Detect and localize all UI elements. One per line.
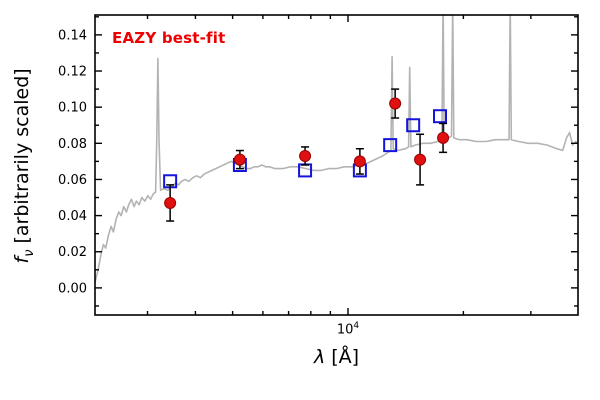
xtick-base: 10 xyxy=(336,322,354,338)
model-photometry-point xyxy=(383,138,398,153)
observed-photometry-point xyxy=(437,131,450,144)
x-axis-label: λ [Å] xyxy=(95,346,578,368)
y-axis-label: fν [arbitrarily scaled] xyxy=(11,0,37,336)
observed-photometry-point xyxy=(353,155,366,168)
fit-annotation: EAZY best-fit xyxy=(112,29,226,47)
y-tick-label: 0.06 xyxy=(58,173,87,188)
model-photometry-point xyxy=(433,109,447,124)
axis-ticks xyxy=(95,15,578,315)
model-photometry-point xyxy=(406,118,421,133)
model-photometry-point xyxy=(298,163,313,178)
y-tick-label: 0.08 xyxy=(58,137,87,152)
observed-photometry-point xyxy=(414,153,427,166)
y-tick-label: 0.00 xyxy=(58,281,87,296)
y-tick-label: 0.10 xyxy=(58,101,87,116)
y-tick-label: 0.12 xyxy=(58,65,87,80)
ylabel-f: f xyxy=(11,256,34,264)
ylabel-text: [arbitrarily scaled] xyxy=(11,68,34,250)
x-tick-label: 104 xyxy=(337,321,359,337)
xtick-exponent: 4 xyxy=(353,321,360,331)
observed-photometry-point xyxy=(299,149,312,162)
observed-photometry-point xyxy=(233,153,246,166)
observed-photometry-point xyxy=(389,97,402,110)
xlabel-lambda: λ xyxy=(313,346,326,368)
y-tick-label: 0.14 xyxy=(58,28,87,43)
y-tick-label: 0.04 xyxy=(58,209,87,224)
y-tick-label: 0.02 xyxy=(58,245,87,260)
spectrum-line xyxy=(95,15,578,283)
observed-photometry-point xyxy=(164,196,177,209)
xlabel-text: [Å] xyxy=(325,346,360,368)
plot-frame xyxy=(94,14,579,316)
ylabel-subscript: ν xyxy=(21,249,37,257)
